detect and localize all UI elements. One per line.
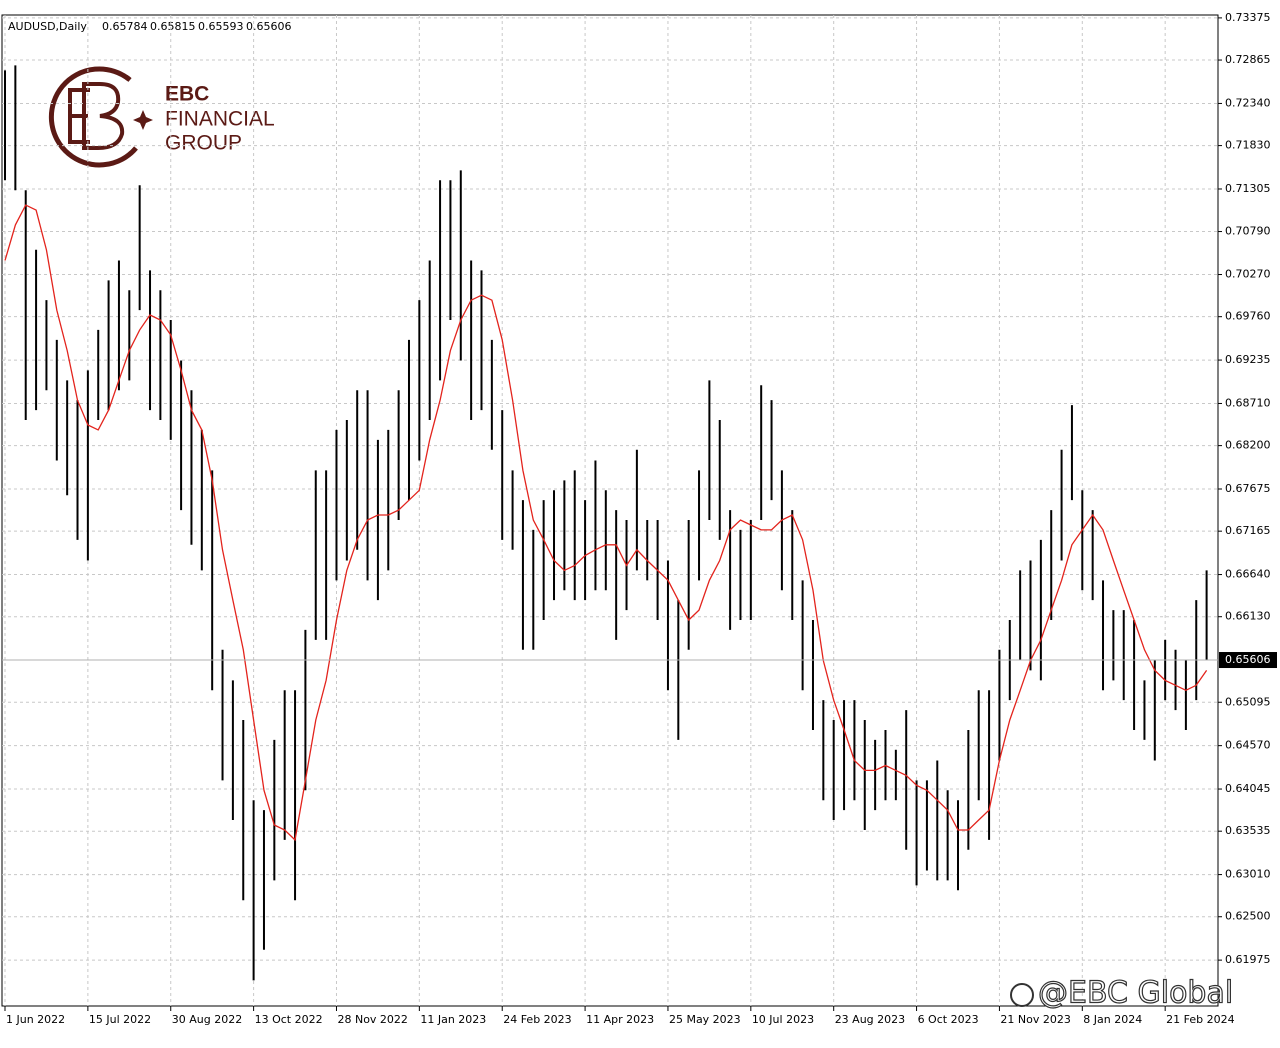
quote-low: 0.65593: [198, 20, 244, 33]
y-tick-label: 0.71305: [1225, 182, 1271, 195]
y-tick-label: 0.64570: [1225, 739, 1271, 752]
y-tick-label: 0.63535: [1225, 824, 1271, 837]
y-tick-label: 0.68710: [1225, 396, 1271, 409]
watermark: @EBC Global: [1010, 975, 1234, 1011]
x-tick-label: 25 May 2023: [669, 1013, 741, 1026]
x-tick-label: 1 Jun 2022: [6, 1013, 65, 1026]
logo-star: [133, 110, 153, 130]
x-tick-label: 11 Jan 2023: [420, 1013, 486, 1026]
y-tick-label: 0.65095: [1225, 695, 1271, 708]
watermark-icon: [1010, 983, 1034, 1007]
x-tick-label: 21 Nov 2023: [1000, 1013, 1070, 1026]
y-tick-label: 0.70790: [1225, 225, 1271, 238]
x-tick-label: 23 Aug 2023: [835, 1013, 905, 1026]
x-tick-label: 30 Aug 2022: [172, 1013, 242, 1026]
y-tick-label: 0.64045: [1225, 782, 1271, 795]
logo-text: FINANCIAL: [165, 108, 275, 131]
logo-ring: [48, 66, 138, 168]
last-price-label: 0.65606: [1225, 653, 1271, 666]
x-tick-label: 28 Nov 2022: [337, 1013, 407, 1026]
y-tick-label: 0.62500: [1225, 910, 1271, 923]
x-tick-label: 13 Oct 2022: [255, 1013, 323, 1026]
watermark-text: @EBC Global: [1038, 976, 1233, 1011]
y-tick-label: 0.67165: [1225, 524, 1271, 537]
y-tick-label: 0.69760: [1225, 310, 1271, 323]
y-tick-label: 0.72865: [1225, 53, 1271, 66]
logo-text: GROUP: [165, 132, 242, 155]
x-tick-label: 24 Feb 2023: [503, 1013, 571, 1026]
moving-average: [4, 204, 1208, 842]
symbol: AUDUSD,Daily: [8, 20, 87, 33]
last-price-box: [1219, 652, 1277, 669]
x-tick-label: 15 Jul 2022: [89, 1013, 151, 1026]
logo-b: [82, 82, 125, 150]
y-tick-label: 0.61975: [1225, 953, 1271, 966]
y-tick-label: 0.70270: [1225, 268, 1271, 281]
x-tick-label: 11 Apr 2023: [586, 1013, 654, 1026]
y-tick-label: 0.71830: [1225, 139, 1271, 152]
quote-close: 0.65606: [246, 20, 292, 33]
y-tick-label: 0.67675: [1225, 482, 1271, 495]
x-tick-label: 21 Feb 2024: [1166, 1013, 1234, 1026]
y-tick-label: 0.69235: [1225, 353, 1271, 366]
x-tick-label: 6 Oct 2023: [918, 1013, 979, 1026]
logo: EBC FINANCIAL GROUP: [48, 66, 275, 168]
logo-text: EBC: [165, 83, 209, 106]
y-tick-label: 0.68200: [1225, 439, 1271, 452]
header: AUDUSD,Daily 0.65784 0.65815 0.65593 0.6…: [8, 20, 292, 33]
quote-high: 0.65815: [150, 20, 196, 33]
y-tick-label: 0.63010: [1225, 868, 1271, 881]
x-tick-label: 10 Jul 2023: [752, 1013, 814, 1026]
quote-open: 0.65784: [102, 20, 148, 33]
y-tick-label: 0.66130: [1225, 610, 1271, 623]
plot: 0.73375 0.72865 0.72340 0.71830 0.71305 0.707…: [2, 11, 1277, 1026]
plot-frame: [1, 14, 1219, 1007]
y-tick-label: 0.72340: [1225, 96, 1271, 109]
y-tick-label: 0.73375: [1225, 11, 1271, 24]
x-tick-label: 8 Jan 2024: [1083, 1013, 1142, 1026]
y-tick-label: 0.66640: [1225, 568, 1271, 581]
